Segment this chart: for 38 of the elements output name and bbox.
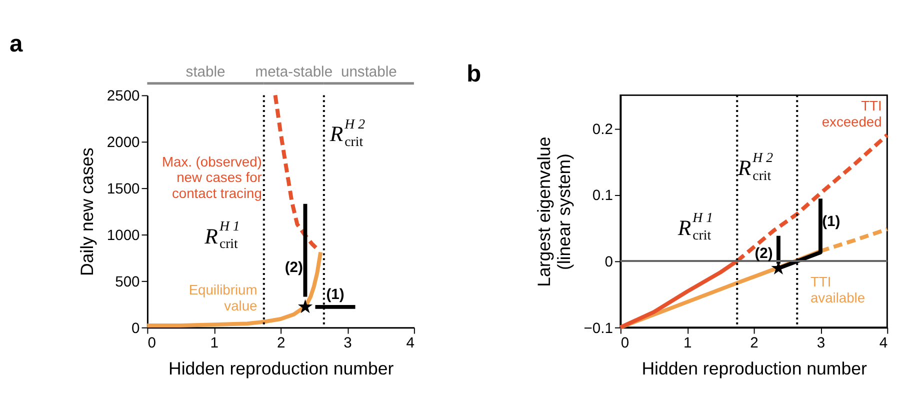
y-tick-label: 1500 xyxy=(106,181,140,198)
y-tick-label: 0 xyxy=(132,320,140,337)
series-label: Equilibrium value xyxy=(188,282,258,314)
x-tick-label: 0 xyxy=(148,336,156,352)
text: meta-stable xyxy=(255,64,333,80)
x-tick-label: 2 xyxy=(276,336,286,352)
text: unstable xyxy=(340,64,397,80)
annotation: (2) xyxy=(284,260,304,276)
y-tick-label: 0 xyxy=(604,254,614,270)
y-tick-label: 2000 xyxy=(106,135,140,152)
y-axis-title: Largest eigenvalue (linear system) xyxy=(534,136,574,287)
line-series xyxy=(145,250,323,328)
annotation: (1) xyxy=(326,286,344,303)
y-tick-label: −0.1 xyxy=(584,320,614,337)
chart-title: a xyxy=(10,32,24,58)
y-tick-label: 2500 xyxy=(106,88,140,105)
y-tick-label: 0.1 xyxy=(592,188,614,204)
chart-title: b xyxy=(466,61,482,88)
x-tick-label: 3 xyxy=(344,336,352,352)
x-tick-label: 4 xyxy=(879,336,888,352)
x-tick-label: 4 xyxy=(406,336,414,352)
series-label: TTI exceeded xyxy=(822,98,882,130)
series-label: Max. (observed) new cases for contact tracing xyxy=(162,153,262,202)
y-axis-title: Daily new cases xyxy=(76,147,97,276)
x-tick-label: 2 xyxy=(750,336,758,352)
annotation: (2) xyxy=(754,246,773,262)
x-axis-title: Hidden reproduction number xyxy=(642,358,867,378)
series-label: TTI available xyxy=(810,273,866,306)
text: stable xyxy=(186,64,226,80)
y-tick-label: 1000 xyxy=(106,228,140,244)
x-tick-label: 1 xyxy=(210,336,218,352)
x-axis-title: Hidden reproduction number xyxy=(168,358,394,378)
x-tick-label: 3 xyxy=(816,336,826,352)
y-tick-label: 500 xyxy=(115,274,140,290)
x-tick-label: 1 xyxy=(683,336,692,352)
x-tick-label: 0 xyxy=(620,336,630,352)
annotation: (1) xyxy=(822,214,840,230)
y-tick-label: 0.2 xyxy=(592,122,614,138)
